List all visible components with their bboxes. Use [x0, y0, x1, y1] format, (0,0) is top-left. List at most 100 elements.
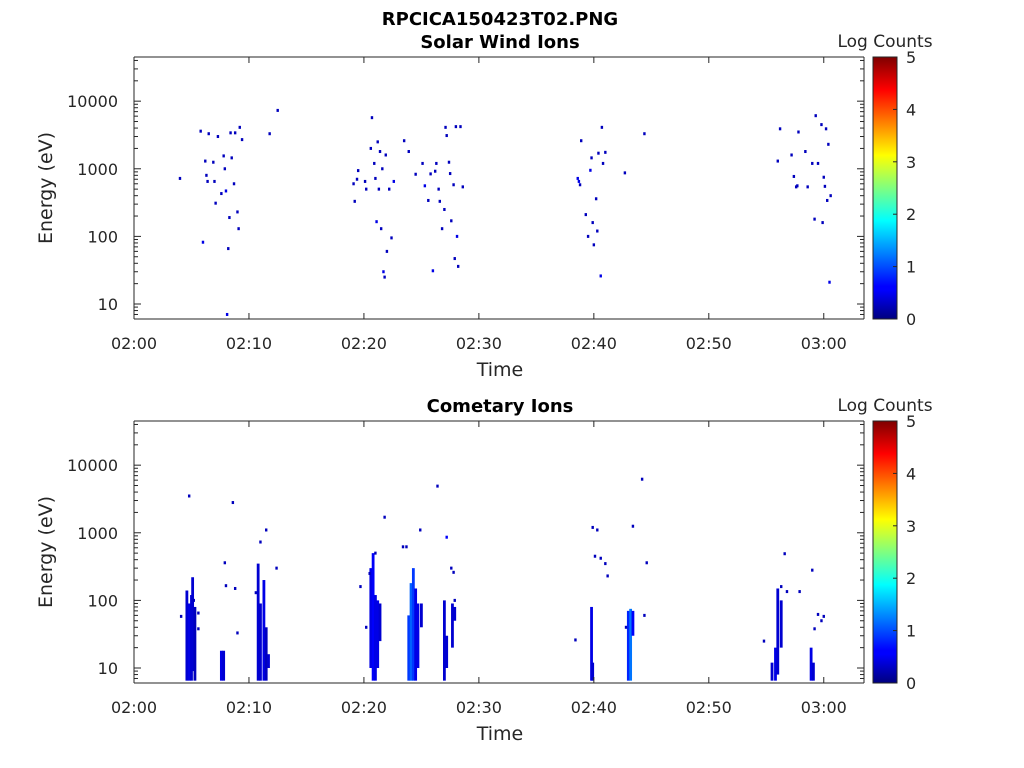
heatmap-cell: [214, 201, 217, 205]
heatmap-cell: [790, 153, 793, 157]
heatmap-column: [451, 603, 454, 648]
heatmap-cell: [383, 275, 386, 279]
heatmap-cell: [220, 192, 223, 196]
heatmap-cell: [593, 554, 597, 558]
heatmap-column: [591, 662, 595, 681]
x-tick-label: 02:50: [686, 334, 732, 353]
heatmap-column: [259, 603, 262, 681]
colorbar-tick-label: 5: [906, 412, 916, 431]
heatmap-column: [191, 577, 195, 672]
heatmap-cell: [230, 156, 233, 160]
heatmap-cell: [383, 515, 386, 519]
heatmap-cell: [390, 236, 393, 240]
heatmap-cell: [427, 198, 430, 202]
heatmap-column: [445, 635, 449, 669]
panel-cometary-ions: Cometary Ions 02:00 02:10 02:20 02:30 02:40 0…: [35, 396, 933, 745]
heatmap-cell: [574, 638, 577, 642]
heatmap-cell: [365, 625, 368, 629]
heatmap-cell: [224, 584, 228, 588]
colorbar-tick-label: 2: [906, 205, 916, 224]
heatmap-column: [264, 627, 268, 681]
heatmap-cell: [450, 566, 453, 570]
heatmap-column: [631, 610, 635, 636]
heatmap-cell: [453, 257, 456, 261]
heatmap-cell: [237, 227, 240, 231]
heatmap-cell: [643, 613, 646, 617]
colorbar-label: Log Counts: [837, 32, 932, 52]
heatmap-cell: [259, 540, 262, 544]
heatmap-cell: [596, 528, 599, 532]
heatmap-cell: [385, 249, 389, 253]
heatmap-cell: [355, 177, 359, 181]
heatmap-cell: [236, 631, 239, 635]
heatmap-cell: [407, 150, 410, 154]
x-tick-label: 02:40: [571, 698, 617, 717]
heatmap-cell: [187, 494, 191, 498]
heatmap-cell: [448, 172, 452, 176]
x-tick-label: 02:20: [341, 334, 387, 353]
heatmap-column: [193, 606, 197, 681]
heatmap-column: [774, 647, 777, 681]
colorbar-gradient: [872, 56, 898, 320]
heatmap-cell: [814, 114, 817, 118]
heatmap-cell: [268, 132, 271, 136]
colorbar-tick-label: 1: [906, 258, 916, 277]
heatmap-cell: [762, 639, 766, 643]
colorbar: 0 1 2 3 4 5: [872, 48, 916, 329]
heatmap-cells: [178, 108, 832, 316]
heatmap-cell: [798, 590, 801, 594]
heatmap-cell: [401, 545, 405, 549]
y-tick-label: 10000: [67, 92, 118, 111]
heatmap-cell: [597, 151, 600, 155]
axes: 02:00 02:10 02:20 02:30 02:40 02:50 03:00 10 100…: [67, 420, 865, 717]
heatmap-cell: [238, 125, 241, 129]
colorbar-tick-label: 4: [906, 100, 916, 119]
x-tick-label: 03:00: [801, 698, 847, 717]
heatmap-column: [453, 606, 457, 621]
heatmap-column: [187, 603, 191, 681]
heatmap-cell: [822, 175, 825, 179]
heatmap-column: [411, 568, 415, 681]
heatmap-cell: [197, 627, 200, 631]
y-tick-label: 10: [98, 295, 118, 314]
heatmap-cell: [233, 586, 237, 590]
heatmap-cell: [445, 134, 448, 138]
heatmap-cell: [435, 161, 438, 165]
heatmap-cell: [377, 187, 381, 191]
heatmap-cell: [414, 172, 417, 176]
heatmap-cell: [223, 561, 227, 565]
heatmap-column: [809, 647, 813, 681]
heatmap-cell: [379, 227, 383, 231]
heatmap-cell: [804, 150, 807, 154]
heatmap-column: [256, 563, 260, 681]
heatmap-cell: [590, 156, 593, 160]
heatmap-cell: [591, 221, 594, 225]
heatmap-cell: [370, 116, 374, 120]
colorbar: 0 1 2 3 4 5: [872, 412, 916, 693]
heatmap-cell: [402, 139, 406, 143]
panel-solar-wind-ions: Solar Wind Ions 02:00 02:10 02:20 02:30 02:4…: [35, 32, 933, 381]
heatmap-cell: [275, 566, 278, 570]
x-tick-label: 02:10: [226, 698, 272, 717]
y-tick-label: 10: [98, 659, 118, 678]
heatmap-cell: [827, 142, 830, 146]
heatmap-cell: [599, 556, 602, 560]
colorbar-label: Log Counts: [837, 396, 932, 416]
heatmap-cell: [820, 123, 823, 127]
heatmap-column: [219, 650, 223, 681]
heatmap-column: [369, 568, 373, 669]
heatmap-cell: [433, 169, 437, 173]
heatmap-cell: [596, 229, 599, 233]
colorbar-tick-label: 3: [906, 153, 916, 172]
heatmap-column: [590, 606, 593, 681]
panel-title: Cometary Ions: [427, 396, 574, 417]
heatmap-cell: [276, 108, 279, 112]
heatmap-cell: [594, 197, 598, 201]
heatmap-cell: [197, 611, 200, 615]
heatmap-cell: [592, 243, 596, 247]
heatmap-column: [409, 583, 413, 681]
heatmap-cell: [224, 189, 228, 193]
heatmap-cell: [579, 139, 583, 143]
heatmap-cell: [363, 179, 367, 183]
